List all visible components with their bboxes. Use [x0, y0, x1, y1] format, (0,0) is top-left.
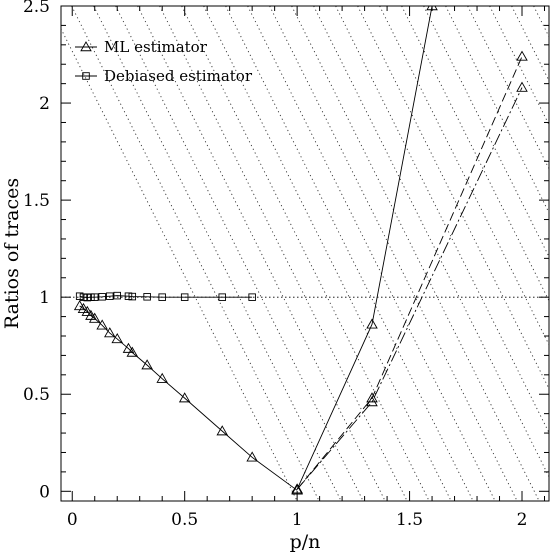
- triangle-marker: [246, 451, 258, 462]
- hatch-line: [247, 6, 496, 501]
- series-line: [296, 6, 433, 490]
- hatch-line: [269, 6, 518, 501]
- square-marker: [98, 293, 106, 301]
- series-0: [73, 300, 303, 495]
- hatch-line: [511, 6, 549, 82]
- square-marker: [248, 293, 256, 301]
- hatch-line: [445, 6, 549, 214]
- x-tick-label: 1: [292, 510, 303, 530]
- x-tick-label: 2: [517, 510, 528, 530]
- triangle-marker: [516, 81, 528, 92]
- series-line: [296, 56, 523, 490]
- series-2: [291, 6, 438, 494]
- square-marker: [124, 292, 133, 300]
- plot-border: [60, 5, 550, 502]
- hatch-line: [489, 6, 549, 126]
- series-4: [291, 81, 528, 494]
- y-tick-label: 1: [39, 288, 50, 308]
- x-tick-label: 0: [67, 510, 78, 530]
- triangle-marker: [141, 359, 153, 370]
- legend-label: ML estimator: [104, 38, 208, 56]
- square-marker: [90, 293, 99, 301]
- square-marker: [75, 292, 84, 300]
- triangle-marker: [111, 333, 123, 344]
- x-axis-label: p/n: [290, 531, 321, 553]
- series-line: [79, 305, 298, 491]
- series-layer: [73, 6, 528, 495]
- hatch-line: [291, 6, 540, 501]
- triangle-marker: [80, 41, 92, 52]
- hatch-line: [533, 6, 549, 38]
- y-tick-label: 2: [39, 94, 50, 114]
- triangle-marker: [366, 318, 378, 329]
- hatch-line: [379, 6, 549, 346]
- triangle-marker: [126, 346, 139, 357]
- square-marker: [79, 293, 88, 301]
- y-tick-label: 0: [39, 482, 50, 502]
- series-line: [296, 87, 523, 490]
- legend-label: Debiased estimator: [104, 67, 253, 85]
- legend-item: ML estimator: [75, 38, 208, 56]
- series-line: [79, 295, 253, 299]
- square-marker: [106, 292, 114, 300]
- y-tick-label: 0.5: [23, 385, 50, 405]
- hatch-line: [401, 6, 549, 302]
- hatch-line: [225, 6, 474, 501]
- y-tick-label: 2.5: [23, 0, 50, 17]
- square-marker: [82, 72, 90, 80]
- square-marker: [143, 293, 151, 301]
- plot-frame: [60, 5, 550, 502]
- series-1: [75, 291, 256, 302]
- square-marker: [158, 293, 166, 301]
- hatch-line: [313, 6, 549, 478]
- square-marker: [218, 293, 226, 301]
- triangle-marker: [81, 305, 94, 316]
- triangle-marker: [156, 372, 168, 383]
- triangle-marker: [178, 392, 191, 403]
- triangle-marker: [104, 327, 116, 338]
- square-marker: [128, 292, 137, 301]
- x-tick-label: 0.5: [171, 510, 198, 530]
- square-marker: [113, 291, 121, 300]
- legend-item: Debiased estimator: [75, 67, 253, 85]
- hatch-line: [335, 6, 549, 434]
- triangle-marker: [366, 396, 378, 407]
- square-marker: [87, 293, 95, 301]
- hatch-line: [357, 6, 549, 390]
- triangle-marker: [96, 319, 108, 330]
- triangle-marker: [216, 425, 229, 436]
- y-axis-label: Ratios of traces: [1, 178, 23, 329]
- triangle-marker: [122, 342, 135, 353]
- series-3: [291, 50, 528, 494]
- legend: ML estimator Debiased estimator: [75, 38, 253, 85]
- triangle-marker: [88, 312, 101, 323]
- square-marker: [180, 293, 189, 301]
- hatch-line: [423, 6, 549, 258]
- axis-ticks: 0 0.5 1 1.5 2 0 0.5 1 1.5 2 2.5: [23, 0, 549, 530]
- y-tick-label: 1.5: [23, 191, 50, 211]
- x-tick-label: 1.5: [396, 510, 423, 530]
- triangle-marker: [516, 50, 528, 61]
